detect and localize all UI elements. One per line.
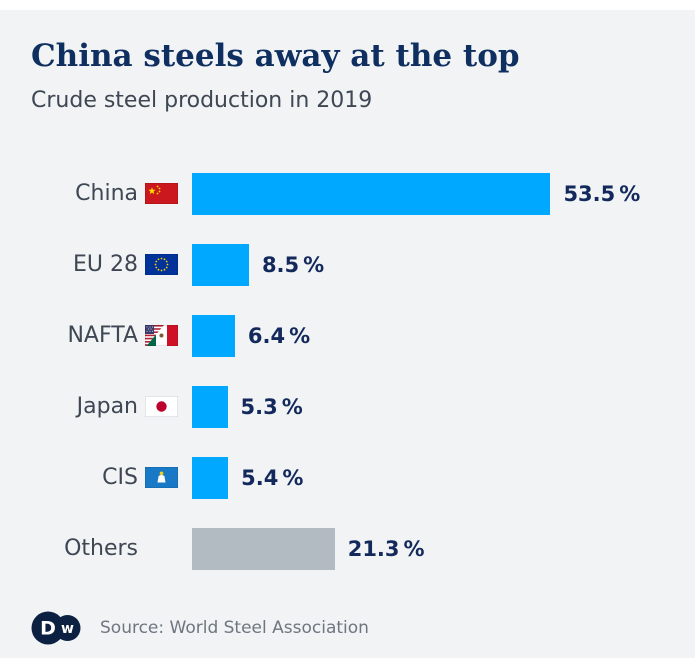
svg-text:D: D: [40, 618, 56, 640]
bar-row-cis: CIS 5.4%: [31, 442, 695, 513]
bar-nafta: [192, 314, 235, 357]
bar-others: [192, 527, 335, 570]
value-label-china: 53.5%: [563, 181, 641, 206]
bar-china: [192, 172, 551, 215]
chart-card: China steels away at the top Crude steel…: [0, 10, 695, 658]
source-text: Source: World Steel Association: [100, 618, 369, 638]
chart-title: China steels away at the top: [31, 38, 520, 74]
chart-subtitle: Crude steel production in 2019: [31, 88, 373, 113]
row-label-others: Others: [64, 536, 138, 561]
row-label-cis: CIS: [102, 465, 138, 490]
eu-flag-icon: [145, 254, 178, 275]
value-label-others: 21.3%: [347, 536, 425, 561]
japan-flag-icon: [145, 396, 178, 417]
bar-cis: [192, 456, 229, 499]
row-label-japan: Japan: [76, 394, 138, 419]
row-label-eu28: EU 28: [73, 252, 138, 277]
bar-japan: [192, 385, 228, 428]
bar-row-eu28: EU 28 8.5%: [31, 229, 695, 300]
bar-eu28: [192, 243, 249, 286]
row-label-nafta: NAFTA: [67, 323, 138, 348]
value-label-nafta: 6.4%: [247, 323, 311, 348]
nafta-us-mexico-flag-icon: [145, 325, 178, 346]
bar-row-others: Others 21.3%: [31, 513, 695, 584]
value-label-cis: 5.4%: [241, 465, 304, 490]
china-flag-icon: [145, 183, 178, 204]
dw-logo-icon: D w: [31, 611, 81, 645]
svg-text:w: w: [61, 621, 74, 637]
bar-chart: China 53.5% EU 28: [31, 158, 695, 584]
bar-row-china: China 53.5%: [31, 158, 695, 229]
bar-row-japan: Japan 5.3%: [31, 371, 695, 442]
cis-flag-icon: [145, 467, 178, 488]
value-label-eu28: 8.5%: [261, 252, 325, 277]
bar-row-nafta: NAFTA: [31, 300, 695, 371]
row-label-china: China: [75, 181, 138, 206]
value-label-japan: 5.3%: [240, 394, 303, 419]
footer: D w Source: World Steel Association: [31, 611, 695, 645]
flag-placeholder: [145, 538, 178, 559]
